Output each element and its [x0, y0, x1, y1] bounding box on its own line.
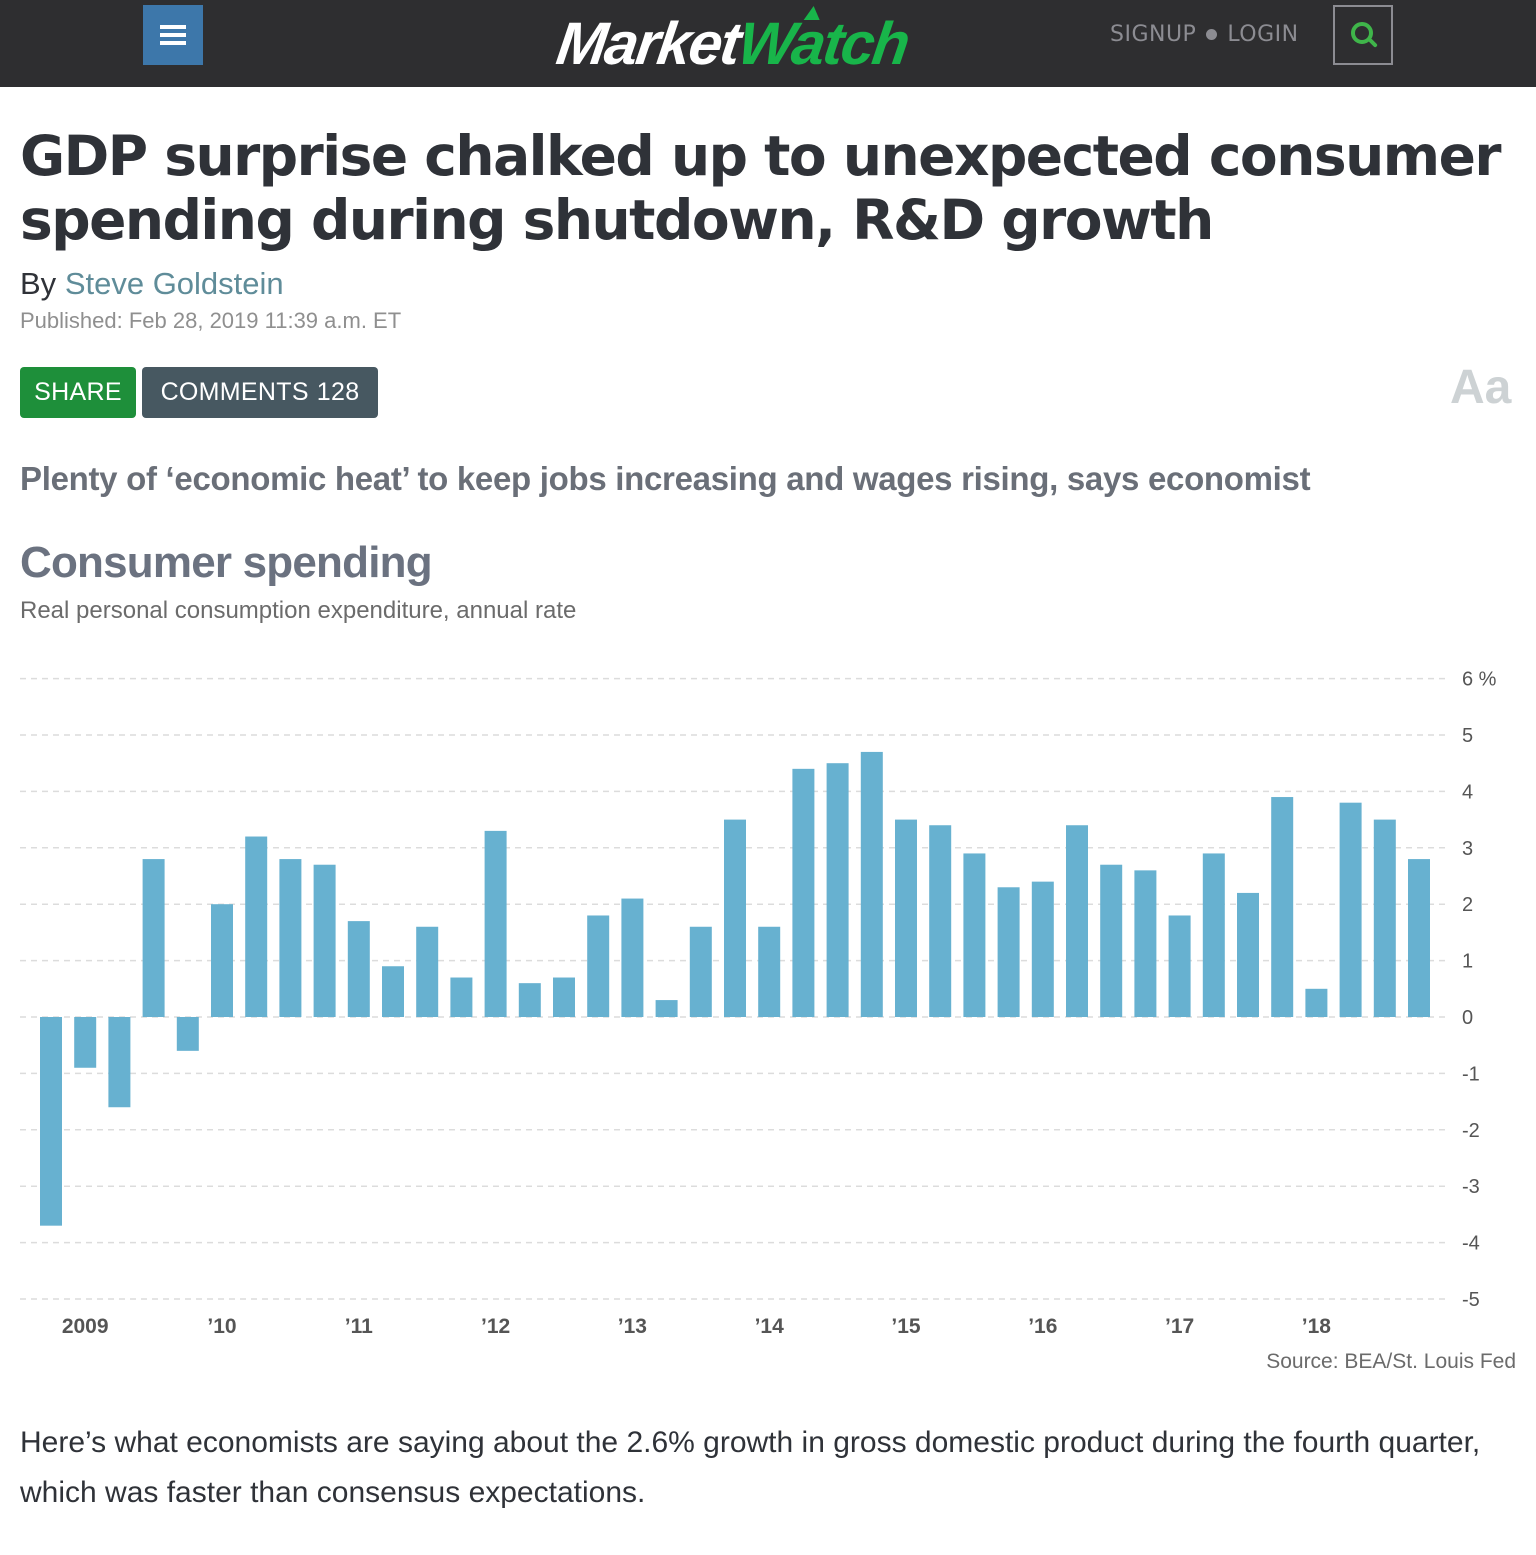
bar-2013Q3: [689, 926, 712, 1017]
bar-2009Q3: [142, 859, 165, 1017]
bar-2010Q4: [313, 864, 336, 1017]
bar-2008Q4: [40, 1017, 62, 1226]
bar-2016Q1: [1031, 881, 1054, 1017]
hamburger-menu-icon[interactable]: [143, 5, 203, 65]
bar-2018Q4: [1408, 859, 1430, 1017]
signup-link[interactable]: SIGNUP: [1110, 22, 1197, 47]
y-tick-label: 2: [1462, 894, 1473, 916]
bar-2009Q4: [176, 1017, 199, 1051]
published-timestamp: Published: Feb 28, 2019 11:39 a.m. ET: [20, 308, 402, 333]
bar-2017Q3: [1237, 892, 1259, 1017]
marketwatch-logo[interactable]: Market Watch: [552, 4, 913, 77]
bar-2018Q1: [1305, 988, 1328, 1017]
article-body-paragraph: Here’s what economists are saying about …: [20, 1426, 1481, 1509]
x-tick-label: ’11: [345, 1315, 373, 1338]
bar-2017Q2: [1202, 853, 1225, 1017]
search-button[interactable]: [1333, 5, 1393, 65]
x-tick-label: ’18: [1302, 1315, 1332, 1338]
bar-2014Q1: [758, 926, 781, 1017]
y-tick-label: 1: [1462, 951, 1473, 973]
bar-2012Q4: [587, 915, 610, 1017]
bar-2016Q3: [1100, 864, 1123, 1017]
consumer-spending-chart: 6 % 5 4 3 2 1 0 -1 -2 -3 -4 -5 2009 ’10 ’11 ’12 ’13 ’14 ’1…: [20, 669, 1497, 1338]
y-tick-label: -2: [1462, 1120, 1480, 1142]
bar-2015Q2: [929, 825, 952, 1017]
y-tick-label: -1: [1462, 1063, 1480, 1085]
bar-2018Q2: [1339, 802, 1362, 1017]
x-tick-label: ’15: [891, 1315, 921, 1338]
y-tick-label: 3: [1462, 838, 1473, 860]
x-tick-label: ’16: [1028, 1315, 1057, 1338]
auth-links: SIGNUP LOGIN: [1110, 22, 1299, 47]
bar-2014Q3: [826, 763, 849, 1017]
comments-button[interactable]: COMMENTS 128: [142, 367, 378, 418]
y-tick-label: 5: [1462, 725, 1473, 747]
x-tick-label: 2009: [62, 1315, 109, 1338]
bar-2010Q3: [279, 859, 302, 1017]
x-tick-label: ’12: [481, 1315, 510, 1338]
comments-count: 128: [316, 378, 360, 406]
y-tick-label: -5: [1462, 1289, 1480, 1311]
bar-2011Q3: [416, 926, 439, 1017]
x-tick-label: ’13: [618, 1315, 647, 1338]
y-tick-label: 0: [1462, 1007, 1473, 1029]
byline-prefix: By: [20, 266, 57, 301]
byline: By Steve Goldstein: [20, 266, 284, 302]
chart-source: Source: BEA/St. Louis Fed: [1266, 1350, 1516, 1373]
bar-2011Q1: [347, 921, 370, 1017]
chart-subtitle: Real personal consumption expenditure, a…: [20, 597, 577, 624]
font-size-toggle[interactable]: Aa: [1450, 361, 1512, 414]
comments-label: COMMENTS: [160, 378, 309, 406]
bar-2012Q3: [553, 977, 575, 1017]
article-headline: GDP surprise chalked up to unexpected co…: [20, 124, 1502, 252]
search-icon: [1351, 22, 1373, 44]
bar-2011Q2: [382, 966, 404, 1017]
bar-2015Q4: [997, 887, 1020, 1017]
bar-2013Q1: [621, 898, 644, 1017]
y-tick-label: -3: [1462, 1176, 1480, 1198]
bar-2015Q3: [963, 853, 986, 1017]
bar-2018Q3: [1373, 819, 1396, 1017]
bar-2010Q1: [211, 904, 233, 1017]
separator-dot: [1206, 29, 1218, 40]
bar-2010Q2: [245, 836, 268, 1017]
bar-2009Q1: [74, 1017, 97, 1068]
logo-market: Market: [552, 10, 744, 77]
bar-2012Q2: [518, 983, 541, 1017]
bar-2014Q4: [860, 751, 883, 1017]
bar-2015Q1: [895, 819, 917, 1017]
y-tick-label: -4: [1462, 1233, 1480, 1255]
x-tick-label: ’10: [207, 1315, 236, 1338]
x-tick-label: ’14: [755, 1315, 785, 1338]
article-dek: Plenty of ‘economic heat’ to keep jobs i…: [20, 460, 1311, 497]
bar-2016Q2: [1066, 825, 1088, 1017]
bar-2017Q1: [1168, 915, 1191, 1017]
bar-2009Q2: [108, 1017, 131, 1108]
logo-arrow-icon: [804, 6, 823, 20]
x-tick-label: ’17: [1165, 1315, 1194, 1338]
bar-2017Q4: [1271, 797, 1294, 1017]
bar-2011Q4: [450, 977, 473, 1017]
top-nav-bar: Market Watch SIGNUP LOGIN: [0, 0, 1536, 87]
bar-2013Q4: [724, 819, 746, 1017]
bar-2013Q2: [655, 1000, 678, 1017]
chart-title: Consumer spending: [20, 538, 433, 587]
author-link[interactable]: Steve Goldstein: [64, 266, 284, 301]
y-tick-label: 6 %: [1462, 669, 1497, 691]
login-link[interactable]: LOGIN: [1227, 22, 1299, 47]
bar-2012Q1: [484, 830, 507, 1017]
bar-2016Q4: [1134, 870, 1157, 1017]
logo-watch: Watch: [734, 6, 912, 77]
share-button[interactable]: SHARE: [20, 367, 136, 418]
bar-2014Q2: [792, 768, 815, 1017]
y-tick-label: 4: [1462, 781, 1473, 803]
